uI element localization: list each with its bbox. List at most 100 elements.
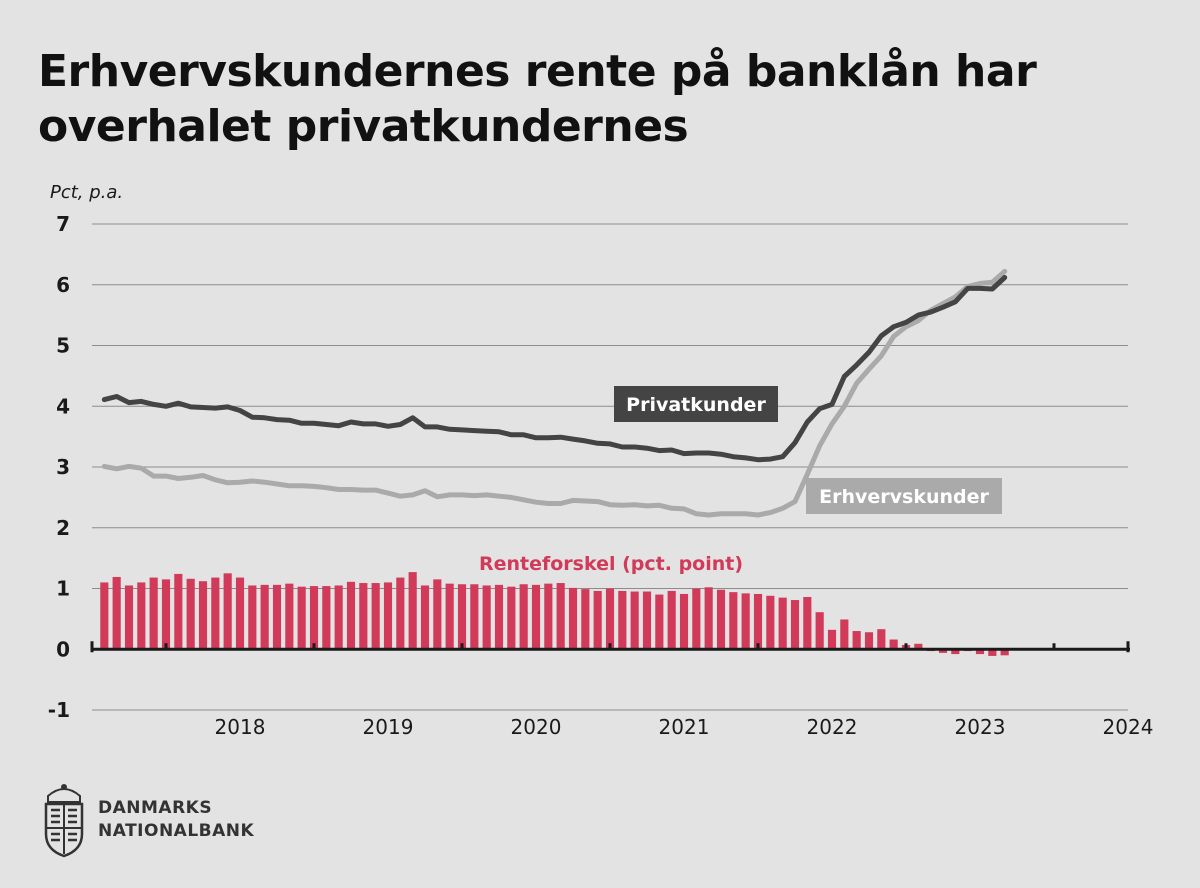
difference-bar: [568, 587, 578, 650]
difference-bar: [211, 577, 220, 650]
difference-bar: [420, 585, 430, 650]
chart-title: Erhvervskundernes rente på banklån har o…: [38, 46, 1037, 152]
x-tick-label: 2019: [363, 715, 414, 739]
axis-ticks: 7 6 5 4 3 2 1 0 -1 Pct, p.a. 2018 2019 2020 2021 2022 2…: [48, 182, 1154, 739]
difference-bar: [938, 649, 948, 653]
series-lines: [101, 268, 1008, 518]
erhvervskunder-box: [806, 478, 1002, 514]
difference-bar: [149, 577, 158, 650]
difference-bar: [137, 582, 146, 650]
y-tick-label: -1: [48, 698, 70, 722]
difference-bar: [692, 588, 701, 650]
x-tick-label: 2022: [807, 715, 858, 739]
difference-bar: [679, 593, 689, 650]
erhvervskunder-label: Erhvervskunder: [819, 486, 989, 508]
difference-bar: [346, 581, 356, 650]
y-tick-label: 5: [56, 334, 70, 358]
difference-bar: [655, 594, 664, 650]
difference-bar: [531, 584, 541, 650]
x-tick-label: 2018: [215, 715, 266, 739]
difference-bar: [975, 649, 985, 655]
difference-bar: [470, 584, 479, 650]
difference-bars: [100, 572, 1009, 656]
difference-bar: [235, 577, 245, 650]
y-tick-label: 0: [56, 637, 70, 661]
difference-bar: [198, 581, 208, 650]
x-tick-label: 2020: [511, 715, 562, 739]
difference-bar: [840, 619, 849, 650]
difference-bar: [544, 583, 553, 650]
difference-bar: [334, 585, 343, 650]
privatkunder-label: Privatkunder: [626, 394, 766, 416]
difference-bar: [322, 586, 331, 650]
zero-axis: [90, 641, 1130, 653]
difference-bar: [408, 572, 417, 650]
privatkunder-box: [614, 386, 778, 422]
difference-bar: [186, 578, 195, 650]
difference-bar: [556, 583, 565, 650]
brand-name: DANMARKS NATIONALBANK: [98, 797, 254, 843]
difference-bar: [864, 632, 874, 650]
difference-bar: [445, 583, 454, 650]
difference-bar: [815, 612, 824, 650]
difference-bar: [951, 649, 960, 655]
series-labels: Privatkunder Erhvervskunder Renteforskel (…: [479, 386, 1002, 575]
y-tick-label: 1: [56, 577, 70, 601]
difference-bar: [519, 584, 528, 650]
x-tick-label: 2024: [1103, 715, 1154, 739]
difference-bar: [482, 585, 491, 650]
x-tick-label: 2023: [955, 715, 1006, 739]
difference-bar: [396, 577, 405, 650]
difference-bar: [766, 595, 775, 650]
difference-bar: [260, 584, 269, 650]
x-tick-label: 2021: [659, 715, 710, 739]
danmarks-nationalbank-logo: DANMARKS NATIONALBANK: [40, 782, 254, 858]
difference-bar: [248, 585, 257, 650]
difference-bar: [753, 593, 763, 650]
y-tick-label: 2: [56, 516, 70, 540]
difference-bar: [914, 643, 923, 650]
crest-icon: [44, 784, 84, 858]
difference-bar: [889, 639, 898, 650]
difference-bar: [852, 631, 861, 650]
difference-bar: [433, 579, 442, 650]
difference-bar: [729, 592, 738, 650]
y-tick-label: 4: [56, 394, 70, 418]
difference-bar: [593, 590, 602, 650]
difference-bar: [618, 590, 627, 650]
y-tick-label: 3: [56, 455, 70, 479]
difference-bar: [642, 591, 652, 650]
difference-bar: [494, 584, 504, 650]
difference-bar: [605, 588, 615, 650]
difference-bar: [383, 582, 393, 650]
difference-bar: [877, 629, 886, 650]
difference-bar: [630, 591, 639, 650]
difference-bar: [803, 597, 812, 650]
line-erhvervskunder: [101, 268, 1008, 518]
difference-bar: [741, 593, 750, 650]
difference-bar: [507, 586, 516, 650]
difference-bar: [778, 597, 787, 650]
difference-bar: [667, 590, 676, 650]
difference-bar: [704, 587, 713, 650]
difference-bar: [112, 576, 121, 650]
brand-line-1: DANMARKS: [98, 798, 213, 818]
difference-bar: [1000, 649, 1009, 656]
difference-bar: [161, 579, 171, 650]
difference-bar: [124, 585, 134, 650]
difference-bar: [790, 600, 800, 650]
line-privatkunder: [101, 275, 1008, 463]
difference-bar: [827, 629, 837, 650]
y-axis-unit: Pct, p.a.: [50, 182, 123, 203]
difference-bar: [223, 573, 232, 650]
difference-bar: [371, 583, 380, 650]
difference-bar: [716, 589, 726, 650]
difference-bar: [309, 586, 319, 650]
y-tick-label: 6: [56, 273, 70, 297]
difference-bar: [457, 584, 467, 650]
difference-bar: [272, 584, 282, 650]
difference-bar: [174, 573, 183, 650]
difference-bar: [100, 582, 109, 650]
difference-bar: [581, 589, 590, 650]
